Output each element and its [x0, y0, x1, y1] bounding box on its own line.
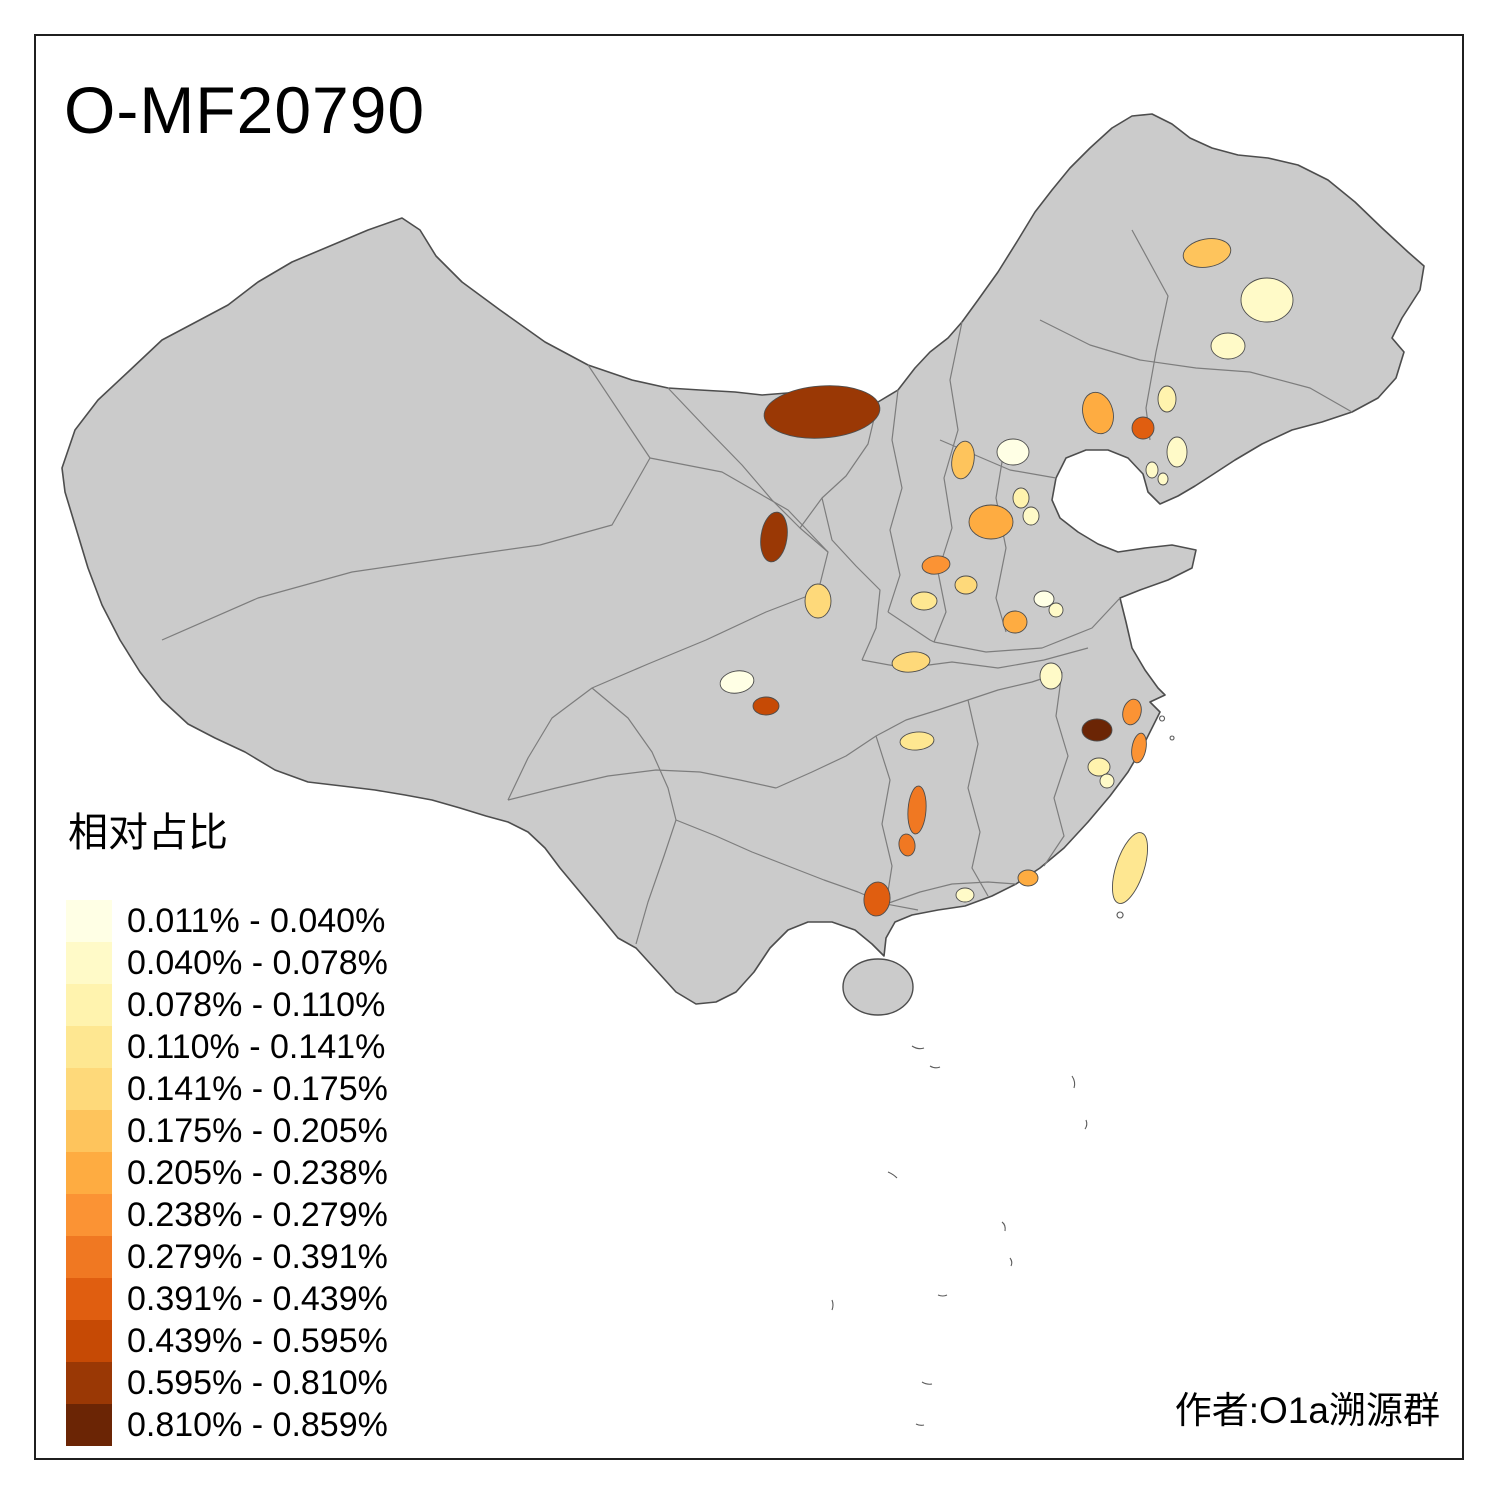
- map-region-highlight: [1157, 472, 1169, 486]
- legend-swatch: [66, 900, 112, 942]
- map-region-highlight: [1039, 662, 1063, 690]
- legend-label: 0.810% - 0.859%: [127, 1405, 388, 1444]
- map-region-highlight: [1087, 757, 1111, 777]
- map-title: O-MF20790: [64, 73, 426, 147]
- legend-label: 0.279% - 0.391%: [127, 1237, 388, 1276]
- map-region-highlight: [1145, 461, 1159, 479]
- legend-label: 0.391% - 0.439%: [127, 1279, 388, 1318]
- legend-label: 0.040% - 0.078%: [127, 943, 388, 982]
- map-region-highlight: [1099, 773, 1115, 789]
- map-region-highlight: [1210, 332, 1246, 360]
- map-region-highlight: [1012, 487, 1030, 509]
- map-region-highlight: [1017, 869, 1039, 887]
- legend-row: 0.205% - 0.238%: [66, 1152, 388, 1194]
- legend-swatch: [66, 1362, 112, 1404]
- legend-row: 0.141% - 0.175%: [66, 1068, 388, 1110]
- map-region-highlight: [955, 887, 975, 903]
- legend-label: 0.011% - 0.040%: [127, 901, 386, 940]
- legend-label: 0.595% - 0.810%: [127, 1363, 388, 1402]
- legend-label: 0.078% - 0.110%: [127, 985, 386, 1024]
- legend-row: 0.110% - 0.141%: [66, 1026, 388, 1068]
- map-region-highlight: [1131, 416, 1155, 440]
- legend-title: 相对占比: [68, 811, 228, 855]
- legend-label: 0.175% - 0.205%: [127, 1111, 388, 1150]
- legend-row: 0.078% - 0.110%: [66, 984, 388, 1026]
- map-region-highlight: [752, 696, 780, 716]
- legend-swatch: [66, 1026, 112, 1068]
- legend-row: 0.175% - 0.205%: [66, 1110, 388, 1152]
- legend-swatch: [66, 1068, 112, 1110]
- legend-label: 0.141% - 0.175%: [127, 1069, 388, 1108]
- map-region-highlight: [863, 881, 891, 917]
- map-region-highlight: [921, 555, 951, 575]
- map-region-highlight: [891, 651, 931, 673]
- map-region-highlight: [951, 440, 975, 480]
- map-region-highlight: [1131, 732, 1147, 764]
- legend-swatch: [66, 1278, 112, 1320]
- hainan-island: [842, 958, 914, 1016]
- legend-swatch: [66, 1236, 112, 1278]
- legend-row: 0.040% - 0.078%: [66, 942, 388, 984]
- legend-rows: 0.011% - 0.040% 0.040% - 0.078% 0.078% - 0…: [66, 900, 388, 1446]
- legend-label: 0.110% - 0.141%: [127, 1027, 386, 1066]
- legend: 相对占比 0.011% - 0.040% 0.040% - 0.078% 0.078…: [66, 800, 388, 1446]
- legend-swatch: [66, 942, 112, 984]
- legend-label: 0.205% - 0.238%: [127, 1153, 388, 1192]
- map-region-highlight: [1157, 385, 1177, 413]
- map-region-highlight: [898, 833, 916, 857]
- legend-label: 0.238% - 0.279%: [127, 1195, 388, 1234]
- legend-row: 0.810% - 0.859%: [66, 1404, 388, 1446]
- province-borders: [161, 229, 1353, 945]
- map-region-highlight: [954, 575, 978, 595]
- legend-row: 0.011% - 0.040%: [66, 900, 388, 942]
- map-region-highlight: [1022, 506, 1040, 526]
- map-region-highlight: [1048, 602, 1064, 618]
- legend-swatch: [66, 1152, 112, 1194]
- map-region-highlight: [1081, 718, 1113, 742]
- legend-swatch: [66, 1404, 112, 1446]
- attribution-text: 作者:O1a溯源群: [1174, 1390, 1440, 1431]
- legend-swatch: [66, 1320, 112, 1362]
- map-region-highlight: [910, 591, 938, 611]
- map-region-highlight: [719, 670, 755, 694]
- map-region-highlight: [899, 731, 935, 751]
- legend-row: 0.238% - 0.279%: [66, 1194, 388, 1236]
- map-region-highlight: [1082, 391, 1114, 435]
- legend-swatch: [66, 1194, 112, 1236]
- highlighted-regions: [719, 238, 1294, 917]
- map-region-highlight: [1166, 436, 1188, 468]
- legend-label: 0.439% - 0.595%: [127, 1321, 388, 1360]
- map-region-highlight: [1182, 238, 1232, 268]
- map-region-highlight: [1111, 832, 1149, 904]
- map-region-highlight: [1033, 590, 1055, 608]
- map-region-highlight: [1122, 698, 1142, 726]
- map-region-highlight: [760, 511, 788, 563]
- map-region-highlight: [907, 785, 927, 835]
- map-region-highlight: [763, 385, 881, 439]
- map-region-highlight: [968, 504, 1014, 540]
- map-region-highlight: [804, 583, 832, 619]
- legend-row: 0.391% - 0.439%: [66, 1278, 388, 1320]
- map-region-highlight: [1002, 610, 1028, 634]
- legend-row: 0.279% - 0.391%: [66, 1236, 388, 1278]
- legend-swatch: [66, 984, 112, 1026]
- map-region-highlight: [996, 438, 1030, 466]
- map-region-highlight: [1240, 277, 1294, 323]
- south-china-sea-islets: [831, 715, 1175, 1426]
- legend-row: 0.439% - 0.595%: [66, 1320, 388, 1362]
- legend-swatch: [66, 1110, 112, 1152]
- legend-row: 0.595% - 0.810%: [66, 1362, 388, 1404]
